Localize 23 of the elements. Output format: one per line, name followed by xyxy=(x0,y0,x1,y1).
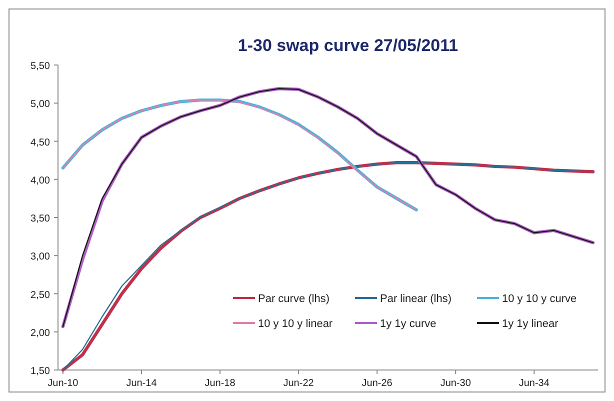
x-tick-label: Jun-18 xyxy=(204,378,236,389)
x-tick-label: Jun-22 xyxy=(283,378,314,389)
legend-label: Par curve (lhs) xyxy=(258,293,330,305)
legend-label: 10 y 10 y curve xyxy=(502,293,577,305)
x-tick-label: Jun-26 xyxy=(362,378,393,389)
y-tick-label: 4,00 xyxy=(30,175,50,186)
y-tick-label: 5,00 xyxy=(30,99,50,110)
y-tick-label: 3,50 xyxy=(30,214,50,224)
legend-label: Par linear (lhs) xyxy=(380,293,452,305)
y-tick-label: 5,50 xyxy=(30,61,50,72)
chart-title: 1-30 swap curve 27/05/2011 xyxy=(238,36,458,55)
y-tick-label: 2,50 xyxy=(30,290,50,301)
x-tick-label: Jun-34 xyxy=(518,378,550,389)
y-tick-label: 2,00 xyxy=(30,328,50,339)
legend-label: 1y 1y curve xyxy=(380,318,436,330)
legend-label: 10 y 10 y linear xyxy=(258,318,333,330)
y-tick-label: 4,50 xyxy=(30,137,50,148)
x-tick-label: Jun-30 xyxy=(440,378,472,389)
legend-label: 1y 1y linear xyxy=(502,318,559,330)
x-tick-label: Jun-14 xyxy=(126,378,158,389)
x-tick-label: Jun-10 xyxy=(48,378,79,389)
y-tick-label: 1,50 xyxy=(30,366,50,377)
y-tick-label: 3,00 xyxy=(30,252,50,263)
